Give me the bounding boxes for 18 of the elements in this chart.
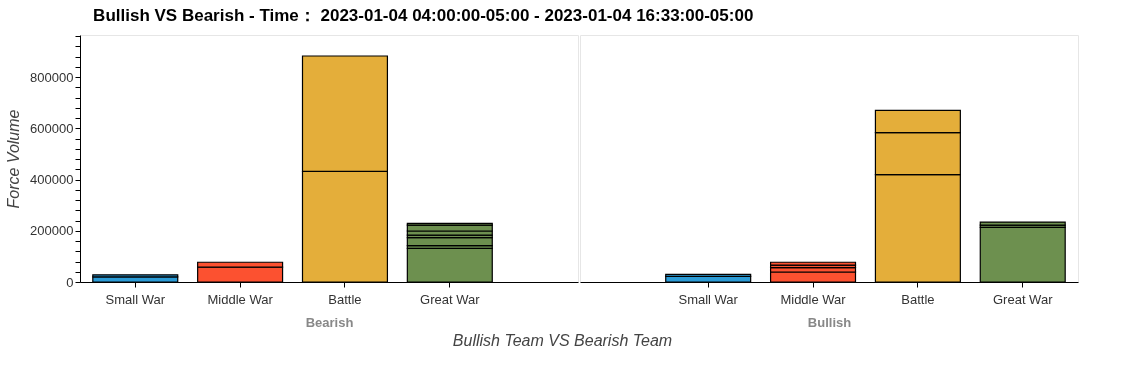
x-tick-label: Small War bbox=[678, 291, 739, 307]
y-tick-label: 800000 bbox=[30, 69, 74, 85]
x-axis-title: Bullish bbox=[807, 314, 852, 330]
x-tick-label: Great War bbox=[420, 291, 481, 307]
x-tick-label: Battle bbox=[328, 291, 362, 307]
x-tick-label: Middle War bbox=[780, 291, 847, 307]
y-tick-label: 0 bbox=[66, 274, 74, 290]
chart-title: Bullish VS Bearish - Time： 2023-01-04 04:00:00-05:00 - 2023-01-04 16:33:00-05:00 bbox=[93, 5, 754, 25]
y-tick-label: 200000 bbox=[30, 223, 74, 239]
x-axis-title: Bearish bbox=[305, 314, 354, 330]
y-tick-label: 400000 bbox=[30, 172, 74, 188]
x-tick-label: Great War bbox=[992, 291, 1054, 307]
y-tick-label: 600000 bbox=[30, 120, 74, 136]
x-tick-label: Middle War bbox=[207, 291, 274, 307]
x-tick-label: Small War bbox=[105, 291, 166, 307]
y-axis-title: Force Volume bbox=[5, 109, 23, 209]
text: Bullish Team VS Bearish Team bbox=[451, 332, 674, 350]
x-tick-label: Battle bbox=[901, 291, 935, 307]
